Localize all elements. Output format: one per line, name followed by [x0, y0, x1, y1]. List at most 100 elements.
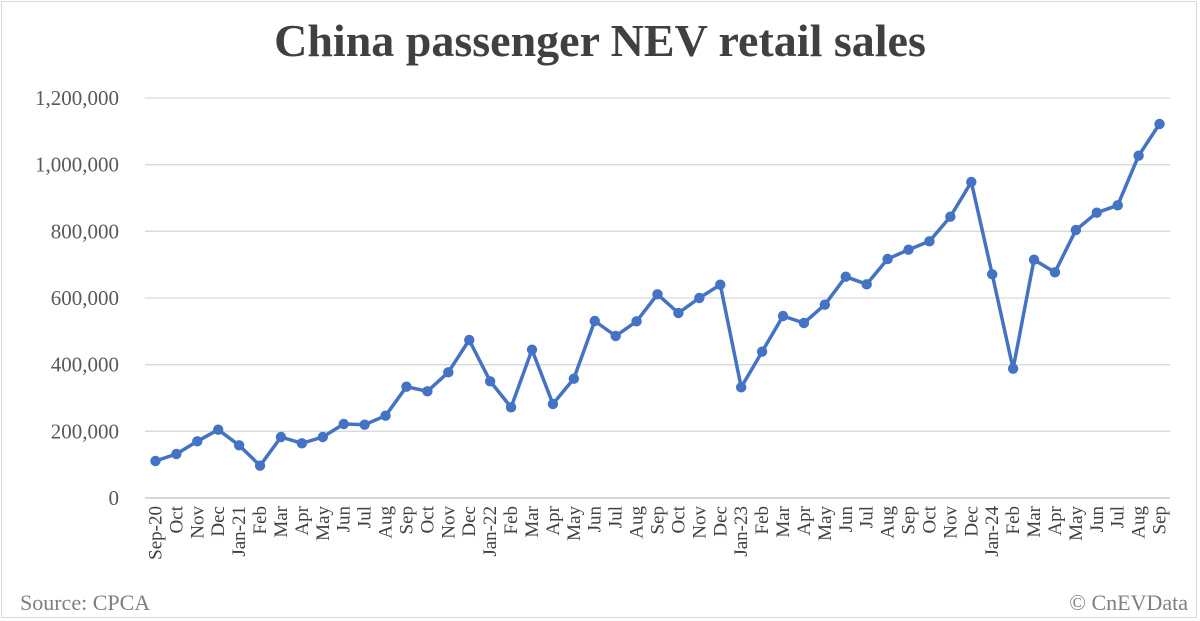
x-tick-label: Feb [1003, 506, 1024, 535]
x-tick-label: Nov [940, 506, 961, 539]
x-tick-label: Mar [1024, 505, 1045, 537]
data-point [756, 346, 768, 357]
data-point [380, 410, 391, 421]
data-point [1133, 150, 1144, 161]
x-axis-ticks: Sep-20 Oct Nov Dec Jan-21 Feb Mar Apr May Jun Jul A… [145, 505, 1170, 560]
x-tick-label: May [815, 506, 836, 541]
x-tick-label: Jan-21 [229, 506, 250, 557]
x-tick-label: Jun [836, 506, 857, 533]
data-point [526, 344, 538, 355]
data-point [589, 315, 600, 327]
x-tick-label: Mar [773, 505, 794, 537]
data-point [1049, 267, 1061, 278]
x-tick-label: May [564, 506, 585, 541]
x-tick-label: Nov [438, 506, 459, 539]
data-point [317, 431, 329, 443]
y-tick-label: 800,000 [51, 219, 119, 243]
x-tick-label: Apr [794, 505, 815, 535]
data-point [171, 448, 182, 460]
x-tick-label: Dec [208, 506, 229, 537]
x-tick-label: Jun [585, 506, 606, 533]
x-tick-label: Jan-22 [480, 506, 501, 557]
data-point [882, 253, 893, 265]
x-tick-label: Nov [689, 506, 710, 539]
data-point [464, 334, 475, 346]
y-tick-label: 400,000 [51, 353, 119, 377]
series-sales [150, 118, 1165, 471]
y-tick-label: 0 [109, 486, 120, 510]
x-tick-label: Sep [1150, 506, 1171, 535]
data-point [840, 271, 851, 282]
x-tick-label: Dec [710, 506, 731, 537]
x-tick-label: Aug [376, 506, 397, 539]
x-tick-label: Jul [606, 506, 627, 528]
data-point [547, 398, 559, 410]
data-point [1007, 363, 1019, 374]
x-tick-label: Jan-23 [731, 506, 752, 557]
x-tick-label: Feb [250, 506, 271, 535]
x-tick-label: Mar [522, 505, 543, 537]
chart-title: China passenger NEV retail sales [274, 15, 926, 66]
data-point [443, 367, 454, 378]
data-point [819, 299, 831, 310]
data-point [296, 438, 308, 449]
data-point [568, 373, 580, 384]
data-point [861, 279, 872, 290]
data-point [715, 279, 726, 290]
credit-note: © CnEVData [1069, 590, 1188, 615]
data-point [1028, 254, 1040, 265]
x-tick-label: Feb [752, 506, 773, 535]
data-point [966, 176, 977, 188]
data-point [233, 440, 245, 451]
x-tick-label: May [1066, 506, 1087, 541]
x-tick-label: Jul [1108, 506, 1129, 528]
data-point [903, 244, 914, 255]
data-point [401, 381, 412, 392]
x-tick-label: Jul [857, 506, 878, 528]
x-tick-label: Oct [166, 505, 187, 533]
data-point [484, 376, 496, 387]
data-point [986, 269, 998, 280]
x-tick-label: Feb [501, 506, 522, 535]
data-point [1091, 207, 1102, 218]
x-tick-label: Aug [1129, 506, 1150, 539]
data-point [798, 317, 810, 329]
x-tick-label: Oct [417, 505, 438, 533]
x-tick-label: Dec [961, 506, 982, 537]
data-point [505, 402, 517, 413]
data-point [1154, 118, 1165, 130]
y-tick-label: 200,000 [51, 419, 119, 443]
x-tick-label: Jul [355, 506, 376, 528]
data-point [777, 310, 789, 322]
x-tick-label: Dec [459, 506, 480, 537]
x-tick-label: Oct [668, 505, 689, 533]
x-tick-label: Sep-20 [145, 506, 166, 560]
x-tick-label: Sep [899, 506, 920, 535]
x-tick-label: Jun [334, 506, 355, 533]
data-point [694, 292, 705, 304]
data-point [945, 211, 956, 222]
x-tick-label: Oct [919, 505, 940, 533]
data-point [1112, 200, 1123, 211]
x-tick-label: Apr [1045, 505, 1066, 535]
x-tick-label: Apr [292, 505, 313, 535]
x-tick-label: Jan-24 [982, 506, 1003, 557]
y-tick-label: 1,000,000 [35, 153, 119, 177]
x-tick-label: Nov [187, 506, 208, 539]
x-tick-label: Mar [271, 505, 292, 537]
data-point [1070, 224, 1082, 236]
data-point [359, 419, 370, 430]
source-note: Source: CPCA [20, 590, 150, 615]
data-point [150, 455, 161, 467]
data-point [192, 436, 203, 447]
data-point [213, 424, 224, 435]
data-point [673, 307, 684, 319]
data-point [254, 460, 266, 471]
y-tick-label: 1,200,000 [35, 86, 119, 110]
y-tick-label: 600,000 [51, 286, 119, 310]
x-tick-label: Apr [543, 505, 564, 535]
x-tick-label: Aug [627, 506, 648, 539]
data-point [275, 431, 287, 443]
data-point [652, 289, 663, 300]
